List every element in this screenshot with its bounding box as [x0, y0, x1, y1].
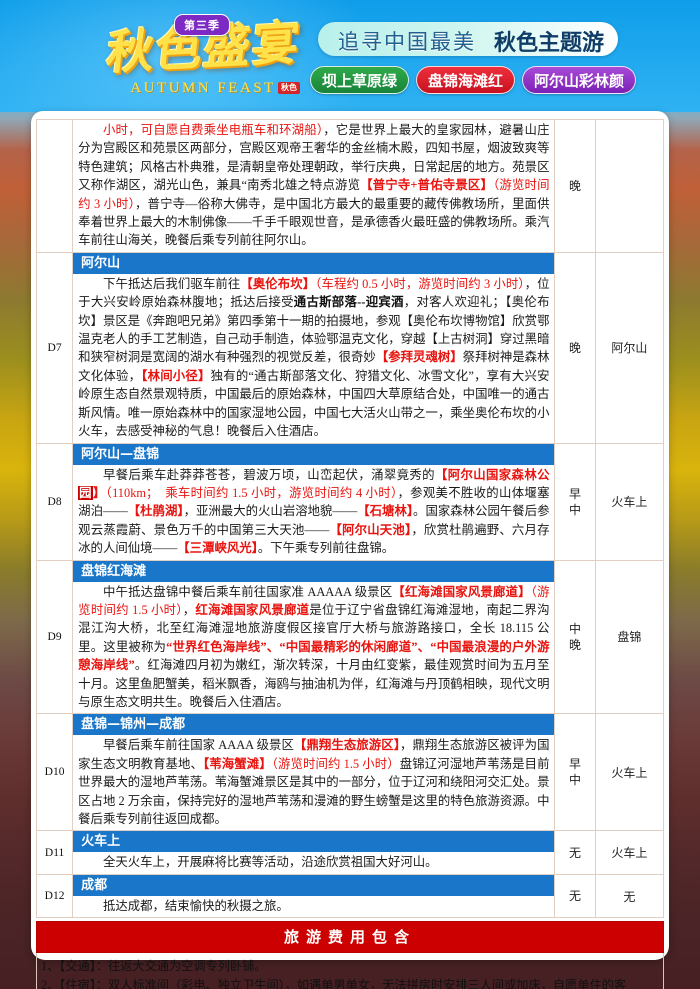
body-cell: 火车上 全天火车上，开展麻将比赛等活动，沿途欣赏祖国大好河山。 [72, 830, 556, 875]
section-header: 成都 [73, 874, 555, 896]
section-header: 阿尔山—盘锦 [73, 443, 555, 465]
body-cell: 阿尔山 下午抵达后我们驱车前往【奥伦布坎】（车程约 0.5 小时，游览时间约 3… [72, 251, 556, 444]
hotel-cell: 无 [594, 873, 665, 919]
meal-cell: 晚 [554, 251, 596, 444]
headline-prefix: 追寻中国最美 [338, 30, 476, 54]
hotel-cell: 盘锦 [594, 559, 665, 715]
meal-noon: 中 [569, 502, 582, 517]
meal-cell: 无 [554, 830, 596, 875]
day-cell: D12 [35, 873, 74, 919]
itinerary-paragraph: 早餐后乘车赴莽莽苍苍，碧波万顷，山峦起伏，涌翠竟秀的【阿尔山国家森林公园】（11… [78, 467, 550, 556]
day-cell: D8 [35, 442, 74, 561]
banner-headline: 追寻中国最美 秋色主题游 [318, 22, 618, 56]
body-cell: 盘锦红海滩 中午抵达盘锦中餐后乘车前往国家准 AAAAA 级景区【红海滩国家风景… [72, 559, 556, 715]
cost-section-body: 1、【交通】：往返大交通为空调专列卧铺。 2、【住宿】：双人标准间（彩电、独立卫… [36, 953, 664, 989]
body-cell: 成都 抵达成都，结束愉快的秋摄之旅。 [72, 873, 556, 919]
table-row: D7 阿尔山 下午抵达后我们驱车前往【奥伦布坎】（车程约 0.5 小时，游览时间… [35, 251, 665, 444]
hotel-cell: 火车上 [594, 713, 665, 832]
meal-cell: 早中 [554, 713, 596, 832]
cost-item-label: 【交通】： [59, 959, 109, 974]
banner-pill-arxan: 阿尔山彩林颜 [522, 66, 637, 94]
itinerary-paragraph: 中午抵达盘锦中餐后乘车前往国家准 AAAAA 级景区【红海滩国家风景廊道】（游览… [78, 584, 550, 709]
table-row: D12 成都 抵达成都，结束愉快的秋摄之旅。 无 无 [35, 873, 665, 919]
cost-item: 1、【交通】：往返大交通为空调专列卧铺。 [41, 957, 659, 976]
day-cell: D9 [35, 559, 74, 715]
section-header: 阿尔山 [73, 252, 555, 274]
cost-item: 2、【住宿】：双人标准间（彩电、独立卫生间），如遇单男单女，无法拼房时安排三人间… [41, 976, 659, 989]
logo-seal-stamp: 秋色 [278, 82, 300, 94]
meal-noon: 中 [569, 621, 582, 636]
body-cell: 盘锦—锦州—成都 早餐后乘车前往国家 AAAA 级景区【鼎翔生态旅游区】，鼎翔生… [72, 713, 556, 832]
meal-cell: 早中 [554, 442, 596, 561]
day-cell: D10 [35, 713, 74, 832]
day-cell [35, 119, 74, 253]
meal-noon: 中 [569, 773, 582, 788]
day-cell: D7 [35, 251, 74, 444]
itinerary-paragraph: 下午抵达后我们驱车前往【奥伦布坎】（车程约 0.5 小时，游览时间约 3 小时）… [78, 276, 550, 439]
table-row: D11 火车上 全天火车上，开展麻将比赛等活动，沿途欣赏祖国大好河山。 无 火车… [35, 830, 665, 875]
body-cell: 小时，可自愿自费乘坐电瓶车和环湖船），它是世界上最大的皇家园林，避暑山庄分为宫殿… [72, 119, 556, 253]
section-header: 火车上 [73, 831, 555, 853]
hotel-cell: 火车上 [594, 830, 665, 875]
section-header: 盘锦红海滩 [73, 560, 555, 582]
cost-item-text: 双人标准间（彩电、独立卫生间），如遇单男单女，无法拼房时安排三人间或加床，自愿单… [108, 978, 626, 989]
body-cell: 阿尔山—盘锦 早餐后乘车赴莽莽苍苍，碧波万顷，山峦起伏，涌翠竟秀的【阿尔山国家森… [72, 442, 556, 561]
meal-morning: 早 [569, 486, 582, 501]
table-row: 小时，可自愿自费乘坐电瓶车和环湖船），它是世界上最大的皇家园林，避暑山庄分为宫殿… [35, 119, 665, 253]
itinerary-paragraph: 抵达成都，结束愉快的秋摄之旅。 [102, 898, 289, 913]
itinerary-paragraph: 全天火车上，开展麻将比赛等活动，沿途欣赏祖国大好河山。 [102, 855, 438, 870]
document-content: 小时，可自愿自费乘坐电瓶车和环湖船），它是世界上最大的皇家园林，避暑山庄分为宫殿… [35, 119, 665, 989]
headline-emphasis: 秋色主题游 [493, 31, 604, 56]
document-sheet: 小时，可自愿自费乘坐电瓶车和环湖船），它是世界上最大的皇家园林，避暑山庄分为宫殿… [31, 111, 669, 989]
hotel-cell: 火车上 [594, 442, 665, 561]
cost-item-number: 1、 [41, 959, 60, 974]
table-row: D10 盘锦—锦州—成都 早餐后乘车前往国家 AAAA 级景区【鼎翔生态旅游区】… [35, 713, 665, 832]
logo-title-en: AUTUMN FEAST [130, 80, 276, 96]
itinerary-paragraph: 小时，可自愿自费乘坐电瓶车和环湖船），它是世界上最大的皇家园林，避暑山庄分为宫殿… [78, 123, 550, 248]
meal-cell: 无 [554, 873, 596, 919]
brand-logo: 秋色盛宴 第三季 AUTUMN FEAST 秋色 [78, 12, 328, 104]
section-header: 盘锦—锦州—成都 [73, 714, 555, 736]
page-banner: 秋色盛宴 第三季 AUTUMN FEAST 秋色 追寻中国最美 秋色主题游 坝上… [0, 0, 700, 112]
cost-section-title: 旅游费用包含 [36, 921, 664, 954]
meal-evening: 晚 [569, 637, 582, 652]
logo-season-badge: 第三季 [174, 14, 230, 36]
cost-item-number: 2、 [41, 978, 60, 989]
cost-item-text: 往返大交通为空调专列卧铺。 [108, 959, 267, 974]
table-row: D8 阿尔山—盘锦 早餐后乘车赴莽莽苍苍，碧波万顷，山峦起伏，涌翠竟秀的【阿尔山… [35, 442, 665, 561]
hotel-cell: 阿尔山 [594, 251, 665, 444]
meal-cell: 中晚 [554, 559, 596, 715]
itinerary-paragraph: 早餐后乘车前往国家 AAAA 级景区【鼎翔生态旅游区】，鼎翔生态旅游区被评为国家… [78, 738, 550, 826]
banner-pill-grassland: 坝上草原绿 [310, 66, 410, 94]
meal-morning: 早 [569, 757, 582, 772]
itinerary-table: 小时，可自愿自费乘坐电瓶车和环湖船），它是世界上最大的皇家园林，避暑山庄分为宫殿… [35, 119, 665, 919]
cost-item-label: 【住宿】： [59, 978, 109, 989]
meal-cell: 晚 [554, 119, 596, 253]
hotel-cell [594, 119, 665, 253]
day-cell: D11 [35, 830, 74, 875]
table-row: D9 盘锦红海滩 中午抵达盘锦中餐后乘车前往国家准 AAAAA 级景区【红海滩国… [35, 559, 665, 715]
banner-pill-redbeach: 盘锦海滩红 [416, 66, 516, 94]
banner-pill-group: 坝上草原绿 盘锦海滩红 阿尔山彩林颜 [310, 66, 637, 94]
